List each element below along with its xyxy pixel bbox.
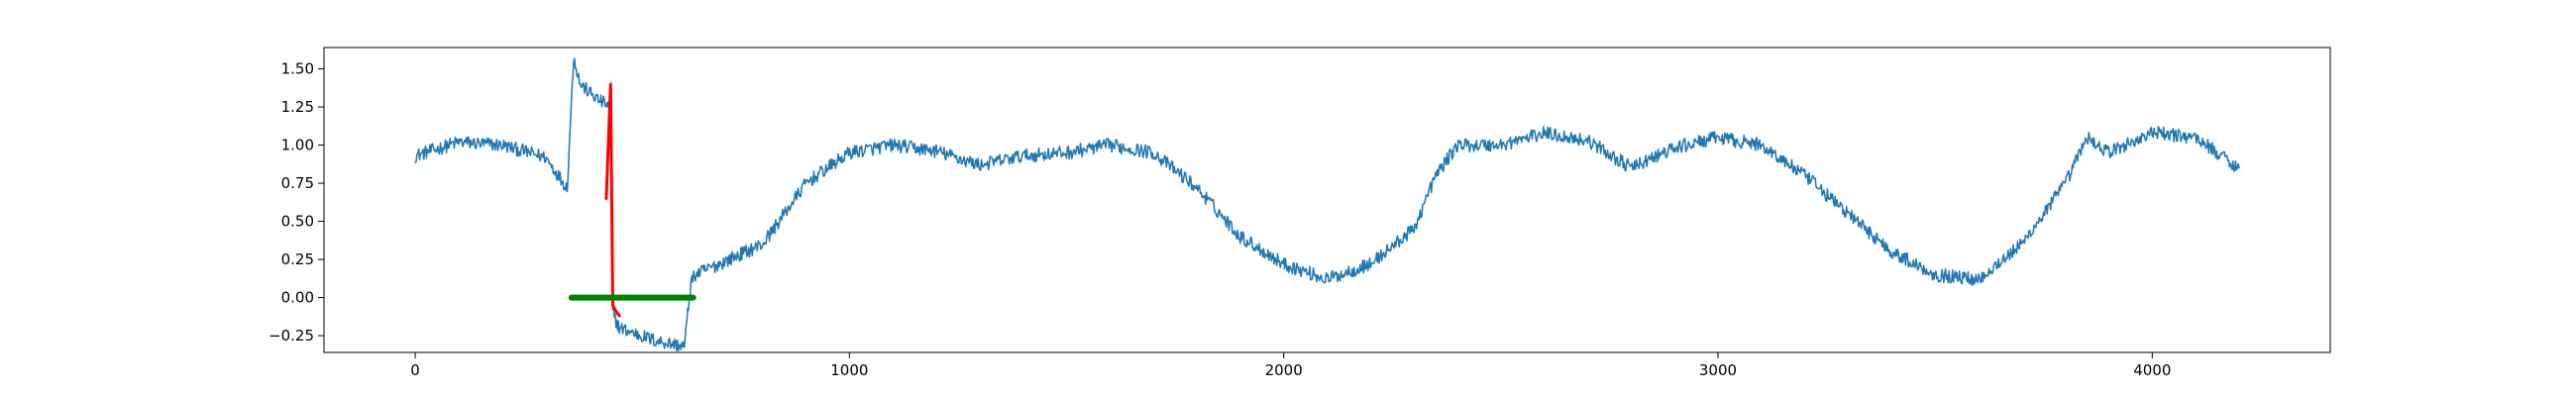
- y-tick-label: 0.00: [281, 289, 314, 307]
- series-line-0: [414, 57, 2240, 352]
- x-tick-label: 3000: [1699, 361, 1737, 379]
- y-tick-label: 0.75: [281, 174, 314, 192]
- x-tick-label: 4000: [2133, 361, 2171, 379]
- series-line-1: [604, 82, 621, 318]
- y-tick-label: −0.25: [268, 327, 314, 345]
- x-axis: 0 1000 2000 3000 4000: [410, 352, 2171, 379]
- y-tick-label: 1.25: [281, 98, 314, 116]
- y-tick-label: 0.50: [281, 213, 314, 231]
- y-axis: −0.25 0.00 0.25 0.50 0.75 1.00 1.25 1.50: [268, 60, 324, 345]
- x-tick-label: 2000: [1265, 361, 1303, 379]
- x-tick-label: 0: [410, 361, 420, 379]
- y-tick-label: 0.25: [281, 250, 314, 268]
- x-tick-label: 1000: [830, 361, 868, 379]
- series-layer: [414, 57, 2240, 352]
- y-tick-label: 1.00: [281, 137, 314, 154]
- axes-frame: [323, 47, 2331, 353]
- y-tick-label: 1.50: [281, 60, 314, 78]
